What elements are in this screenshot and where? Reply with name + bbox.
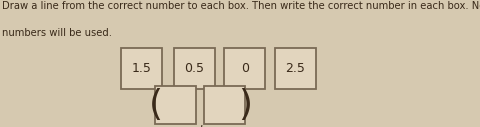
Bar	[225, 48, 265, 89]
Text: 0.5: 0.5	[184, 62, 204, 75]
Text: ,: ,	[199, 119, 203, 127]
Text: 0: 0	[241, 62, 249, 75]
Bar	[121, 48, 162, 89]
Text: Draw a line from the correct number to each box. Then write the correct number i: Draw a line from the correct number to e…	[2, 1, 480, 11]
Bar	[204, 86, 245, 124]
Text: ): )	[238, 88, 252, 122]
Bar	[155, 86, 196, 124]
Text: 1.5: 1.5	[132, 62, 152, 75]
Text: numbers will be used.: numbers will be used.	[2, 28, 112, 38]
Bar	[174, 48, 215, 89]
Bar	[275, 48, 316, 89]
Text: 2.5: 2.5	[285, 62, 305, 75]
Text: (: (	[149, 88, 163, 122]
